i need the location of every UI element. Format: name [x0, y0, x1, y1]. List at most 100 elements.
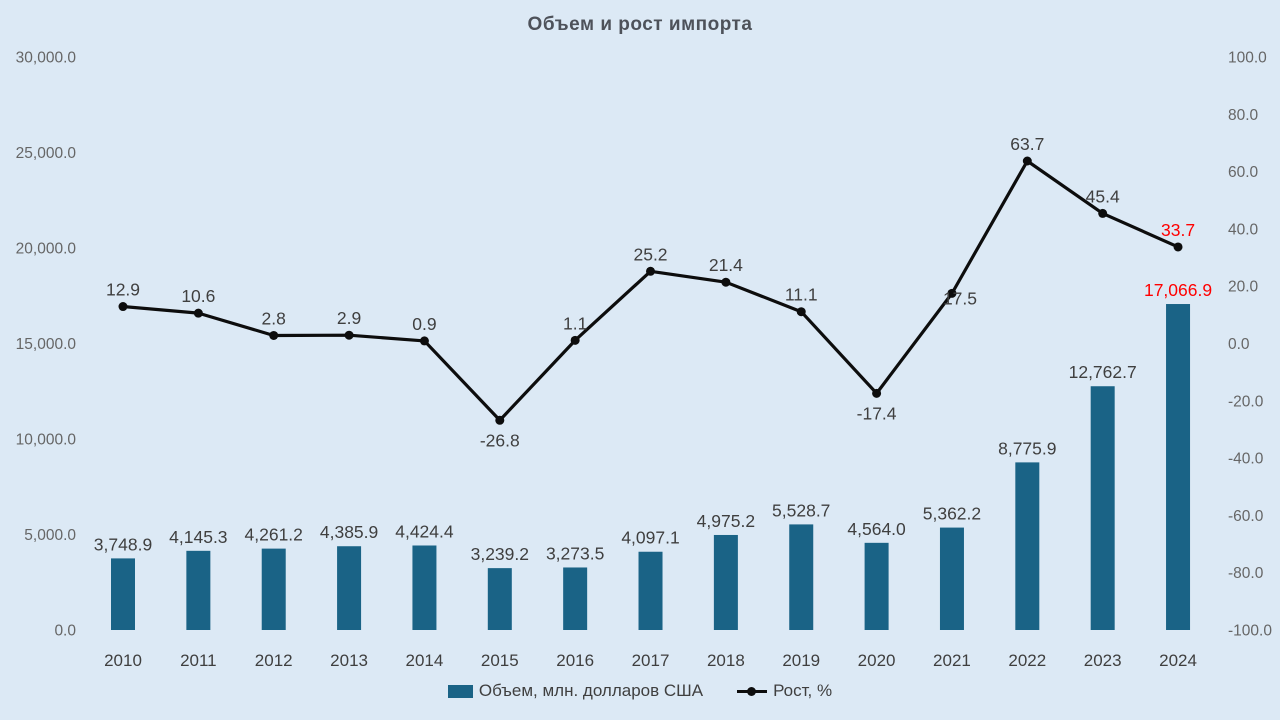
x-axis-year-label: 2016 — [556, 651, 594, 670]
volume-bar-label: 3,239.2 — [471, 544, 529, 564]
growth-line-markers — [118, 156, 1183, 425]
x-axis-year-label: 2018 — [707, 651, 745, 670]
right-axis-tick-label: -60.0 — [1228, 508, 1264, 525]
growth-marker-icon — [1173, 242, 1183, 252]
right-axis-tick-label: -100.0 — [1228, 623, 1272, 640]
line-series-swatch-icon — [737, 686, 768, 696]
volume-bars-group — [111, 304, 1191, 630]
x-axis-year-label: 2019 — [782, 651, 820, 670]
legend-item-volume: Объем, млн. долларов США — [447, 681, 703, 701]
volume-bar — [111, 558, 135, 630]
bar-series-swatch-icon — [447, 684, 473, 698]
volume-bar — [337, 546, 362, 630]
volume-bar — [789, 524, 814, 630]
growth-line-labels: 12.9 10.6 2.8 2.9 0.9 -26.8 1.1 25.2 21.4 11.1 -17… — [106, 134, 1195, 450]
growth-label: 0.9 — [412, 314, 436, 334]
growth-marker-icon — [193, 308, 203, 318]
volume-bar — [713, 534, 738, 630]
x-axis-year-label: 2011 — [180, 651, 217, 670]
growth-label: 2.8 — [262, 308, 286, 328]
volume-bar-label: 4,097.1 — [621, 528, 679, 548]
volume-bar — [261, 548, 286, 630]
x-axis-year-label: 2024 — [1159, 651, 1197, 670]
legend-item-growth: Рост, % — [737, 681, 832, 701]
right-axis-tick-label: 0.0 — [1228, 336, 1250, 353]
volume-bar — [1090, 386, 1115, 630]
right-axis-tick-label: -40.0 — [1228, 451, 1264, 468]
x-axis-year-label: 2014 — [406, 651, 444, 670]
growth-marker-icon — [721, 277, 731, 287]
volume-bar-label: 3,748.9 — [94, 534, 152, 554]
volume-bar-label: 5,362.2 — [923, 504, 981, 524]
growth-marker-icon — [495, 415, 505, 425]
growth-label: 1.1 — [563, 313, 587, 333]
growth-marker-icon — [796, 307, 806, 317]
growth-label: 25.2 — [633, 244, 667, 264]
growth-marker-icon — [118, 302, 128, 312]
growth-marker-icon — [344, 330, 354, 340]
left-axis-tick-label: 25,000.0 — [16, 145, 77, 162]
right-axis-tick-label: -20.0 — [1228, 393, 1264, 410]
volume-bar — [1166, 304, 1191, 630]
volume-bar-labels: 3,748.9 4,145.3 4,261.2 4,385.9 4,424.4 3,239… — [94, 280, 1212, 564]
x-axis-year-label: 2013 — [330, 651, 368, 670]
volume-bar-label-highlight: 17,066.9 — [1144, 280, 1212, 300]
growth-marker-icon — [419, 336, 429, 346]
volume-bar-label: 5,528.7 — [772, 500, 830, 520]
growth-label: -26.8 — [480, 430, 520, 450]
volume-bar-label: 4,385.9 — [320, 522, 378, 542]
x-axis-year-label: 2017 — [632, 651, 670, 670]
volume-bar-label: 4,261.2 — [245, 525, 303, 545]
growth-marker-icon — [1098, 208, 1108, 218]
growth-label: 2.9 — [337, 308, 361, 328]
x-axis-year-label: 2020 — [858, 651, 896, 670]
left-axis-tick-label: 20,000.0 — [16, 241, 77, 258]
growth-marker-icon — [947, 288, 957, 298]
chart-title: Объем и рост импорта — [527, 14, 753, 35]
growth-label-highlight: 33.7 — [1161, 220, 1195, 240]
x-axis-year-label: 2021 — [933, 651, 971, 670]
growth-line — [122, 159, 1179, 422]
volume-bar-label: 4,564.0 — [847, 519, 906, 539]
x-axis-labels: 2010 2011 2012 2013 2014 2015 2016 2017 2018 2019… — [104, 651, 1197, 670]
left-axis-tick-label: 30,000.0 — [16, 50, 77, 67]
x-axis-year-label: 2022 — [1008, 651, 1046, 670]
left-axis-tick-label: 15,000.0 — [16, 336, 77, 353]
left-axis-labels: 0.0 5,000.0 10,000.0 15,000.0 20,000.0 25,000… — [16, 50, 77, 640]
right-axis-tick-label: 20.0 — [1228, 279, 1259, 296]
growth-marker-icon — [570, 335, 580, 345]
volume-bar — [412, 545, 437, 630]
growth-label: 12.9 — [106, 280, 140, 300]
volume-bar-label: 4,975.2 — [697, 511, 755, 531]
chart-legend: Объем, млн. долларов США Рост, % — [0, 681, 1280, 701]
volume-bar — [487, 568, 512, 630]
left-axis-tick-label: 10,000.0 — [16, 432, 77, 449]
volume-bar — [638, 551, 663, 630]
volume-bar-label: 4,145.3 — [169, 527, 227, 547]
growth-label: 10.6 — [181, 286, 215, 306]
line-swatch-marker-icon — [747, 686, 757, 696]
volume-bar — [864, 542, 889, 630]
volume-bar-label: 12,762.7 — [1069, 362, 1137, 382]
volume-bar-label: 3,273.5 — [546, 543, 604, 563]
volume-bar — [186, 550, 211, 630]
x-axis-year-label: 2012 — [255, 651, 293, 670]
growth-label: 17.5 — [943, 288, 977, 308]
volume-bar — [563, 567, 588, 630]
right-axis-tick-label: 60.0 — [1228, 164, 1259, 181]
growth-marker-icon — [269, 330, 279, 340]
growth-label: 45.4 — [1086, 186, 1120, 206]
x-axis-year-label: 2015 — [481, 651, 519, 670]
growth-label: 21.4 — [709, 255, 743, 275]
right-axis-tick-label: 100.0 — [1228, 50, 1267, 67]
right-axis-labels: -100.0 -80.0 -60.0 -40.0 -20.0 0.0 20.0 40.0 60.… — [1228, 50, 1272, 640]
x-axis-year-label: 2010 — [104, 651, 142, 670]
volume-bar-label: 4,424.4 — [395, 521, 454, 541]
volume-bar — [1015, 462, 1040, 630]
growth-marker-icon — [646, 266, 656, 276]
volume-bar — [939, 527, 964, 630]
growth-marker-icon — [872, 388, 882, 398]
left-axis-tick-label: 5,000.0 — [24, 527, 76, 544]
